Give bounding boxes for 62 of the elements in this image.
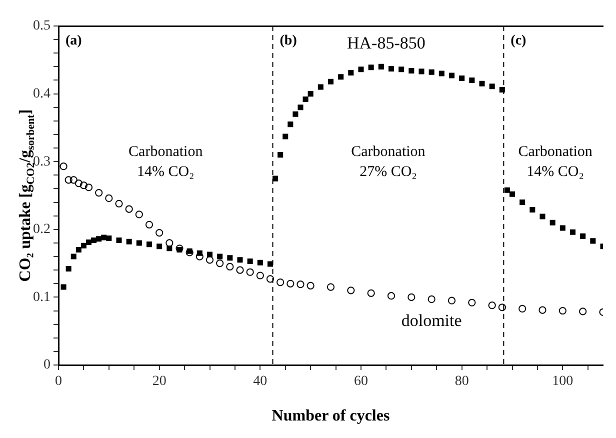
point bbox=[216, 260, 224, 268]
point bbox=[408, 293, 416, 301]
x-tick-label: 80 bbox=[454, 374, 469, 390]
point bbox=[145, 220, 154, 228]
point bbox=[70, 176, 78, 184]
point bbox=[428, 295, 436, 304]
y-tick-label: 0.1 bbox=[33, 290, 50, 305]
point bbox=[196, 252, 204, 260]
point bbox=[186, 248, 194, 256]
point bbox=[206, 256, 214, 264]
point bbox=[558, 306, 566, 315]
point bbox=[246, 268, 254, 276]
point bbox=[125, 205, 133, 213]
point bbox=[84, 184, 93, 192]
point bbox=[95, 188, 103, 197]
point bbox=[296, 280, 304, 288]
point bbox=[266, 275, 274, 283]
point bbox=[498, 304, 506, 312]
point bbox=[236, 266, 244, 274]
point bbox=[367, 289, 375, 297]
annotation: (b) bbox=[280, 34, 298, 49]
point bbox=[448, 296, 456, 304]
annotation: Carbonation 27% CO₂ bbox=[351, 144, 426, 180]
point bbox=[286, 280, 294, 288]
x-tick-label: 100 bbox=[552, 374, 574, 390]
x-axis-title: Number of cycles bbox=[272, 408, 390, 425]
y-tick-label: 0.2 bbox=[33, 222, 50, 238]
y-tick-label: 0 bbox=[44, 358, 50, 373]
annotation: (c) bbox=[510, 34, 527, 49]
point bbox=[256, 272, 264, 280]
point bbox=[64, 176, 72, 184]
point bbox=[387, 292, 396, 300]
x-tick-label: 20 bbox=[152, 374, 166, 390]
point bbox=[60, 162, 68, 170]
point bbox=[156, 228, 164, 237]
point bbox=[226, 262, 234, 270]
point bbox=[80, 182, 88, 190]
point bbox=[115, 200, 123, 208]
point bbox=[579, 308, 587, 316]
point bbox=[468, 298, 476, 306]
point bbox=[276, 278, 284, 286]
point bbox=[326, 283, 335, 291]
y-tick-label: 0.4 bbox=[33, 86, 50, 102]
y-tick-label: 0.3 bbox=[33, 154, 50, 170]
point bbox=[518, 304, 526, 313]
point bbox=[135, 210, 143, 218]
point bbox=[538, 306, 546, 314]
series-label: HA-85-850 bbox=[346, 34, 426, 53]
series-label: dolomite bbox=[401, 311, 462, 330]
y-tick-label: 0.5 bbox=[33, 18, 50, 34]
point bbox=[306, 282, 314, 290]
annotation: Carbonation 14% CO₂ bbox=[518, 144, 593, 180]
point bbox=[347, 286, 355, 294]
annotation: Carbonation 14% CO₂ bbox=[128, 144, 204, 180]
point bbox=[166, 239, 174, 247]
point bbox=[105, 194, 113, 202]
x-tick-label: 40 bbox=[253, 374, 268, 390]
point bbox=[488, 302, 496, 310]
point bbox=[74, 179, 82, 188]
x-tick-label: 0 bbox=[55, 374, 62, 390]
annotation: (a) bbox=[66, 34, 82, 49]
x-tick-label: 60 bbox=[354, 374, 368, 390]
